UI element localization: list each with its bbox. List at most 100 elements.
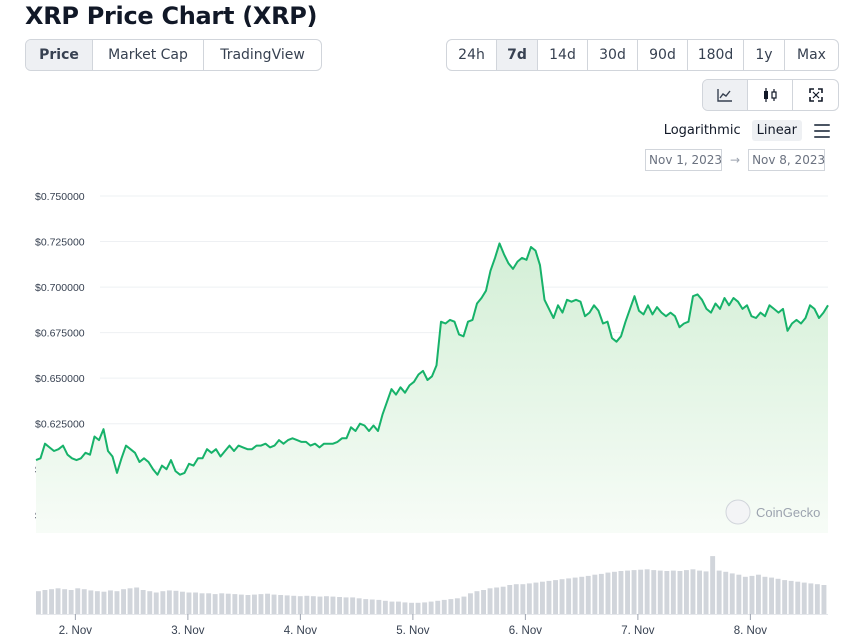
time-range-tabs: 24h 7d 14d 30d 90d 180d 1y Max: [446, 39, 839, 71]
volume-bar: [330, 596, 336, 614]
volume-bar: [526, 583, 532, 614]
range-180d[interactable]: 180d: [688, 40, 744, 70]
price-line: [35, 242, 829, 476]
watermark: CoinGecko: [756, 505, 820, 520]
range-7d[interactable]: 7d: [497, 40, 538, 70]
volume-bar: [232, 594, 238, 614]
range-max[interactable]: Max: [797, 47, 826, 63]
volume-bar: [55, 588, 61, 614]
hamburger-menu-icon[interactable]: [814, 123, 830, 138]
line-chart-button[interactable]: [703, 80, 748, 110]
volume-bar: [703, 571, 709, 614]
volume-bar: [193, 592, 198, 614]
volume-bar: [252, 594, 257, 614]
volume-bar: [317, 596, 323, 614]
volume-bar: [382, 600, 388, 614]
volume-bar: [114, 591, 120, 614]
volume-bar: [225, 593, 231, 614]
range-30d[interactable]: 30d: [588, 40, 638, 70]
volume-bar: [173, 590, 179, 614]
volume-bar: [337, 597, 342, 614]
scale-selector: Logarithmic Linear: [659, 120, 830, 141]
volume-bar: [88, 590, 94, 614]
volume-bar: [664, 571, 670, 614]
volume-bar: [291, 595, 297, 614]
volume-bar: [821, 585, 827, 614]
range-90d[interactable]: 90d: [638, 40, 688, 70]
volume-bar: [186, 592, 192, 614]
tab-market-cap[interactable]: Market Cap: [93, 40, 204, 70]
y-tick-label: $0.700000: [35, 282, 85, 294]
volume-bar: [297, 596, 303, 614]
volume-bar: [199, 593, 205, 614]
volume-bar: [238, 594, 244, 614]
volume-bar: [212, 594, 218, 614]
range-24h[interactable]: 24h: [447, 40, 497, 70]
y-tick-label: $0.725000: [35, 237, 85, 249]
chart-type-tabs: [702, 79, 839, 111]
volume-bar: [625, 570, 630, 614]
date-to-input[interactable]: Nov 8, 2023: [748, 149, 825, 171]
volume-bar: [729, 573, 735, 614]
y-tick-label: $0.625000: [35, 419, 85, 431]
x-tick-label: 2. Nov: [59, 625, 92, 637]
x-tick-label: 7. Nov: [621, 625, 654, 637]
date-arrow: →: [730, 153, 741, 167]
volume-bar: [651, 570, 657, 614]
volume-bar: [356, 598, 362, 614]
volume-bar: [350, 597, 356, 614]
tab-price[interactable]: Price: [26, 40, 93, 70]
volume-bar: [500, 586, 506, 614]
volume-bar: [775, 578, 781, 614]
scale-logarithmic[interactable]: Logarithmic: [663, 123, 741, 138]
volume-bar: [134, 587, 140, 614]
range-1y[interactable]: 1y: [744, 40, 785, 70]
volume-bar: [612, 571, 617, 614]
volume-bar: [520, 584, 526, 614]
volume-bar: [435, 600, 441, 614]
volume-bar: [782, 580, 788, 614]
volume-bar: [605, 572, 611, 614]
x-tick-label: 5. Nov: [396, 625, 429, 637]
volume-bar: [389, 601, 395, 614]
volume-bar: [461, 596, 467, 614]
x-tick-label: 6. Nov: [509, 625, 542, 637]
date-from-input[interactable]: Nov 1, 2023: [645, 149, 722, 171]
volume-bar: [566, 578, 572, 614]
fullscreen-button[interactable]: [793, 80, 838, 110]
volume-bar: [487, 588, 493, 614]
volume-bar: [592, 574, 598, 614]
volume-bar: [507, 585, 513, 614]
volume-bar: [631, 570, 637, 614]
line-chart-icon: [717, 89, 732, 102]
volume-bar: [284, 595, 290, 614]
volume-bar: [271, 594, 277, 614]
volume-bar: [677, 571, 683, 614]
volume-bar: [710, 556, 716, 614]
volume-bar: [409, 602, 414, 614]
x-tick-label: 3. Nov: [171, 625, 204, 637]
volume-bar: [808, 583, 814, 614]
volume-bar: [101, 591, 107, 614]
scale-linear[interactable]: Linear: [751, 120, 802, 141]
volume-bar: [788, 580, 794, 614]
volume-bar: [258, 594, 264, 614]
volume-bar: [121, 589, 126, 614]
volume-bar: [108, 590, 113, 614]
volume-bar: [756, 574, 761, 614]
volume-bar: [140, 590, 146, 614]
volume-bar: [415, 602, 421, 614]
tab-tradingview[interactable]: TradingView: [220, 47, 305, 63]
volume-bar: [310, 596, 316, 614]
volume-bar: [304, 595, 310, 614]
volume-bar: [68, 590, 74, 614]
volume-bar: [598, 573, 604, 614]
volume-bar: [81, 589, 87, 614]
volume-bar: [723, 571, 729, 614]
volume-bar: [180, 591, 185, 614]
candlestick-button[interactable]: [748, 80, 793, 110]
volume-bar: [363, 599, 369, 614]
range-14d[interactable]: 14d: [538, 40, 588, 70]
volume-bar: [540, 581, 545, 614]
volume-bar: [343, 597, 349, 614]
